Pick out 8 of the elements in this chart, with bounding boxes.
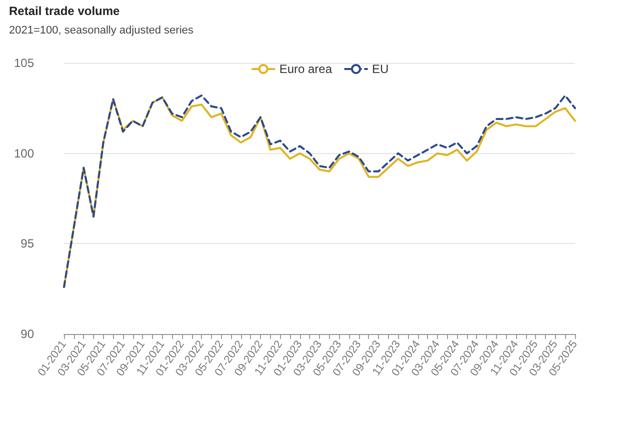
y-tick-label: 105 — [14, 56, 34, 70]
chart-subtitle: 2021=100, seasonally adjusted series — [9, 24, 194, 36]
y-tick-label: 90 — [20, 327, 34, 341]
chart-title: Retail trade volume — [9, 4, 120, 18]
y-tick-label: 100 — [14, 146, 34, 160]
legend-label: Euro area — [279, 62, 332, 76]
y-tick-label: 95 — [20, 236, 34, 251]
legend-label: EU — [372, 62, 389, 76]
